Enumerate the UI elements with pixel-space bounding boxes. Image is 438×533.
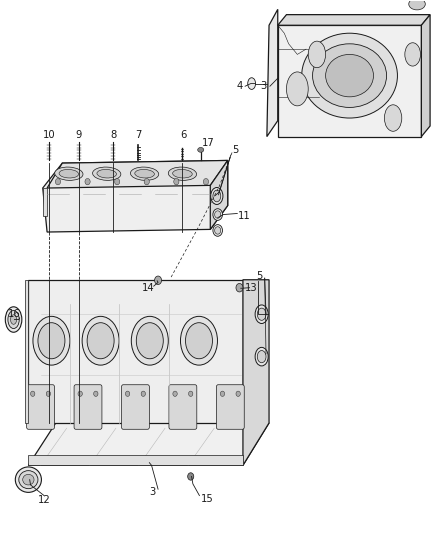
Circle shape	[220, 391, 225, 397]
Ellipse shape	[136, 322, 163, 359]
Circle shape	[115, 179, 120, 185]
Polygon shape	[278, 14, 430, 25]
Ellipse shape	[187, 473, 194, 480]
Text: 6: 6	[180, 130, 187, 140]
FancyBboxPatch shape	[74, 385, 102, 429]
Text: 7: 7	[135, 130, 141, 140]
Ellipse shape	[302, 33, 397, 118]
Text: 15: 15	[201, 494, 213, 504]
Polygon shape	[47, 160, 228, 188]
Text: 3: 3	[150, 487, 156, 497]
Ellipse shape	[8, 311, 19, 328]
Ellipse shape	[59, 169, 79, 178]
Ellipse shape	[236, 284, 243, 292]
Ellipse shape	[215, 211, 221, 218]
FancyBboxPatch shape	[121, 385, 149, 429]
Circle shape	[144, 179, 149, 185]
Circle shape	[46, 391, 50, 397]
Ellipse shape	[155, 276, 162, 285]
Ellipse shape	[248, 78, 255, 90]
Ellipse shape	[255, 305, 268, 324]
Ellipse shape	[185, 322, 212, 359]
Ellipse shape	[409, 0, 425, 10]
Text: 12: 12	[38, 495, 50, 505]
Polygon shape	[28, 423, 269, 465]
Polygon shape	[267, 10, 278, 136]
Text: 5: 5	[256, 271, 263, 280]
Ellipse shape	[211, 188, 223, 205]
FancyBboxPatch shape	[27, 385, 54, 429]
Circle shape	[141, 391, 145, 397]
Ellipse shape	[385, 105, 402, 131]
Circle shape	[173, 391, 177, 397]
Circle shape	[236, 391, 240, 397]
Ellipse shape	[15, 467, 42, 492]
Ellipse shape	[55, 167, 83, 180]
Ellipse shape	[87, 322, 114, 359]
Ellipse shape	[173, 169, 192, 178]
Ellipse shape	[135, 169, 154, 178]
Ellipse shape	[38, 322, 65, 359]
Ellipse shape	[325, 54, 374, 97]
Text: 14: 14	[142, 282, 155, 293]
Text: 17: 17	[202, 139, 215, 149]
Text: 9: 9	[76, 130, 82, 140]
Ellipse shape	[82, 317, 119, 365]
Ellipse shape	[198, 148, 204, 152]
Ellipse shape	[33, 317, 70, 365]
Ellipse shape	[213, 224, 223, 236]
Ellipse shape	[5, 307, 22, 332]
Polygon shape	[43, 160, 228, 232]
Circle shape	[203, 179, 208, 185]
Ellipse shape	[257, 351, 266, 363]
Ellipse shape	[286, 72, 308, 106]
Ellipse shape	[215, 227, 221, 234]
Polygon shape	[25, 280, 28, 423]
Circle shape	[125, 391, 130, 397]
Text: 16: 16	[8, 309, 21, 319]
Circle shape	[94, 391, 98, 397]
Polygon shape	[243, 280, 269, 465]
Polygon shape	[210, 160, 228, 229]
Ellipse shape	[213, 209, 223, 220]
Ellipse shape	[405, 43, 420, 66]
Circle shape	[78, 391, 82, 397]
Polygon shape	[28, 280, 243, 423]
Circle shape	[85, 179, 90, 185]
Text: 5: 5	[232, 145, 239, 155]
Ellipse shape	[11, 315, 17, 324]
Polygon shape	[43, 188, 47, 216]
Polygon shape	[28, 455, 243, 465]
Circle shape	[188, 391, 193, 397]
Ellipse shape	[23, 474, 34, 485]
Text: 10: 10	[42, 130, 55, 140]
Circle shape	[55, 179, 60, 185]
Text: 8: 8	[110, 130, 117, 140]
FancyBboxPatch shape	[169, 385, 197, 429]
Ellipse shape	[92, 167, 121, 180]
Text: 3: 3	[261, 81, 267, 91]
Ellipse shape	[180, 317, 218, 365]
Text: 11: 11	[237, 211, 250, 221]
Ellipse shape	[168, 167, 197, 180]
FancyBboxPatch shape	[216, 385, 244, 429]
Ellipse shape	[313, 44, 387, 108]
Ellipse shape	[131, 317, 168, 365]
Ellipse shape	[257, 308, 266, 320]
Polygon shape	[278, 25, 421, 136]
Text: 13: 13	[244, 283, 257, 293]
Polygon shape	[421, 14, 430, 136]
Circle shape	[174, 179, 179, 185]
Ellipse shape	[19, 471, 38, 489]
Ellipse shape	[255, 348, 268, 366]
Ellipse shape	[308, 41, 325, 68]
Text: 4: 4	[237, 81, 243, 91]
Ellipse shape	[131, 167, 159, 180]
Circle shape	[31, 391, 35, 397]
Ellipse shape	[213, 190, 221, 202]
Ellipse shape	[97, 169, 117, 178]
